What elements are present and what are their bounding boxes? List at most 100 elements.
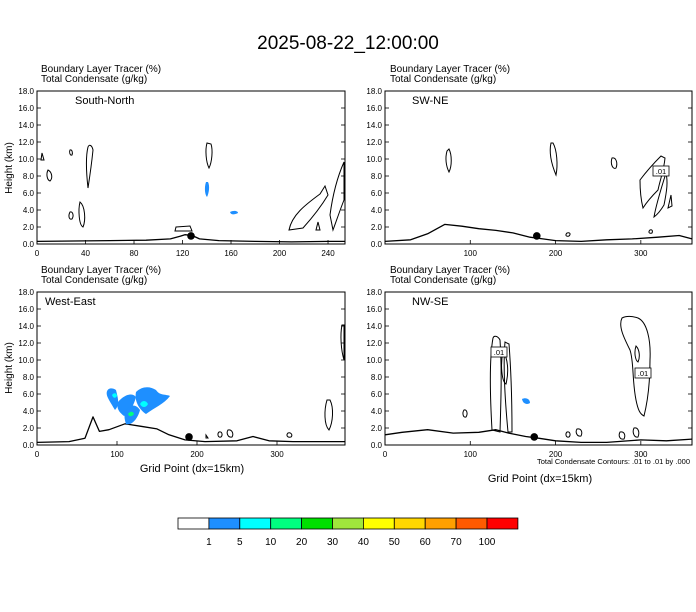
x-tick-label: 0	[35, 249, 40, 258]
y-tick-label: 6.0	[23, 390, 35, 399]
sw-ne-panel: 0.0 2.0 4.0 6.0 8.0 10.0 12.0 14.0 16.0 18.0 100 20…	[366, 87, 693, 258]
colorbar-swatch	[455, 517, 488, 530]
x-tick-label: 40	[81, 249, 90, 258]
panel4-header-line1: Boundary Layer Tracer (%)	[390, 265, 510, 276]
panel1-ylabel: Height (km)	[4, 142, 15, 194]
panel2-header-line1: Boundary Layer Tracer (%)	[390, 64, 510, 75]
south-north-panel: 0.0 2.0 4.0 6.0 8.0 10.0 12.0 14.0 16.0 18.0 0 40 80…	[18, 87, 346, 258]
y-tick-label: 12.0	[18, 339, 34, 348]
panel3-header-line2: Total Condensate (g/kg)	[41, 275, 147, 286]
condensate-contour	[46, 169, 53, 182]
plot-frame	[36, 90, 346, 245]
condensate-contour	[667, 194, 673, 209]
contour-label-box	[634, 367, 652, 379]
condensate-contour	[86, 144, 94, 189]
y-tick-label: 4.0	[371, 407, 383, 416]
contour-label: .01	[656, 167, 666, 176]
panel1-name: South-North	[75, 95, 134, 107]
condensate-contour	[78, 201, 86, 228]
condensate-contour	[288, 184, 329, 231]
colorbar-label: 50	[389, 537, 401, 548]
panel2-name: SW-NE	[412, 95, 448, 107]
colorbar-label: 60	[420, 537, 432, 548]
location-marker	[532, 232, 541, 240]
contour-label: .01	[494, 348, 504, 357]
west-east-panel: 0.0 2.0 4.0 6.0 8.0 10.0 12.0 14.0 16.0 18.0 0 100 2…	[18, 288, 346, 459]
contour-label-box	[652, 165, 670, 177]
condensate-contour	[329, 161, 345, 232]
colorbar-label: 20	[296, 537, 308, 548]
y-tick-label: 4.0	[23, 407, 35, 416]
colorbar-swatch	[301, 517, 333, 530]
condensate-contour	[632, 427, 640, 438]
colorbar-label: 5	[237, 537, 243, 548]
tracer-shading	[522, 398, 530, 404]
y-tick-label: 4.0	[371, 206, 383, 215]
colorbar-swatch	[393, 517, 426, 530]
condensate-contour	[205, 142, 213, 170]
y-tick-label: 6.0	[371, 390, 383, 399]
panel3-header-line1: Boundary Layer Tracer (%)	[41, 265, 161, 276]
x-tick-label: 0	[35, 450, 40, 459]
contour-footnote: Total Condensate Contours: .01 to .01 by…	[537, 457, 690, 466]
colorbar-label: 30	[327, 537, 339, 548]
y-tick-label: 2.0	[23, 424, 35, 433]
y-tick-label: 14.0	[366, 121, 382, 130]
condensate-contour	[620, 316, 651, 417]
y-tick-label: 8.0	[371, 373, 383, 382]
x-tick-label: 300	[634, 450, 648, 459]
x-tick-label: 200	[273, 249, 287, 258]
colorbar-label: 100	[479, 537, 496, 548]
y-tick-label: 0.0	[371, 441, 383, 450]
y-tick-label: 10.0	[366, 155, 382, 164]
colorbar-label: 70	[451, 537, 463, 548]
colorbar-swatch	[332, 517, 364, 530]
x-tick-label: 200	[190, 450, 204, 459]
tracer-shading	[106, 388, 119, 410]
y-tick-label: 12.0	[366, 138, 382, 147]
condensate-contour	[610, 157, 618, 169]
condensate-contour	[315, 221, 321, 231]
location-marker	[185, 433, 193, 441]
x-tick-label: 100	[464, 450, 478, 459]
x-tick-label: 100	[110, 450, 124, 459]
condensate-contour	[648, 229, 653, 234]
colorbar-swatch	[486, 517, 519, 530]
x-tick-label: 200	[549, 450, 563, 459]
x-tick-label: 240	[321, 249, 335, 258]
condensate-contour	[226, 429, 234, 438]
x-tick-label: 300	[270, 450, 284, 459]
condensate-contour	[462, 409, 468, 418]
panel4-name: NW-SE	[412, 296, 448, 308]
terrain-line	[384, 223, 693, 243]
x-tick-label: 100	[464, 249, 478, 258]
nw-se-panel: 0.0 2.0 4.0 6.0 8.0 10.0 12.0 14.0 16.0 18.0 0 100 2…	[366, 288, 693, 459]
condensate-contour	[549, 142, 558, 177]
y-tick-label: 2.0	[371, 223, 383, 232]
terrain-line	[384, 429, 693, 444]
condensate-contour	[340, 324, 345, 361]
y-tick-label: 18.0	[18, 288, 34, 297]
y-tick-label: 2.0	[371, 424, 383, 433]
panel3-name: West-East	[45, 296, 96, 308]
x-tick-label: 200	[549, 249, 563, 258]
condensate-contour	[503, 341, 513, 433]
colorbar: 1 5 10 20 30 40 50 60 70 100	[177, 517, 519, 548]
y-tick-label: 0.0	[23, 441, 35, 450]
condensate-contour	[489, 335, 502, 433]
tracer-shading	[128, 411, 134, 417]
y-tick-label: 10.0	[18, 155, 34, 164]
condensate-contour	[217, 431, 223, 438]
y-tick-label: 8.0	[371, 172, 383, 181]
tracer-shading	[230, 210, 238, 215]
y-tick-label: 12.0	[366, 339, 382, 348]
y-tick-label: 2.0	[23, 223, 35, 232]
y-tick-label: 16.0	[18, 305, 34, 314]
panel4-header-line2: Total Condensate (g/kg)	[390, 275, 496, 286]
panel1-header-line2: Total Condensate (g/kg)	[41, 74, 147, 85]
tracer-shading	[204, 182, 210, 197]
condensate-contour	[639, 155, 666, 210]
y-tick-label: 14.0	[18, 121, 34, 130]
colorbar-swatch	[239, 517, 272, 530]
panel3-ylabel: Height (km)	[4, 342, 15, 394]
